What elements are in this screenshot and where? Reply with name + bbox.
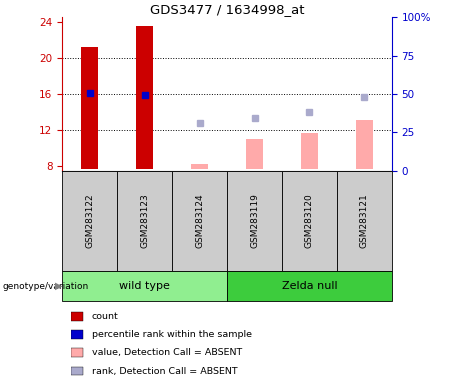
Bar	[282, 171, 337, 271]
Text: GSM283119: GSM283119	[250, 194, 259, 248]
Text: ▶: ▶	[55, 281, 63, 291]
Bar	[227, 171, 282, 271]
Bar	[62, 271, 227, 301]
Text: GSM283124: GSM283124	[195, 194, 204, 248]
Text: rank, Detection Call = ABSENT: rank, Detection Call = ABSENT	[92, 367, 237, 376]
Text: wild type: wild type	[119, 281, 170, 291]
Text: Zelda null: Zelda null	[282, 281, 337, 291]
Text: value, Detection Call = ABSENT: value, Detection Call = ABSENT	[92, 348, 242, 357]
Bar	[136, 26, 153, 169]
Text: GSM283121: GSM283121	[360, 194, 369, 248]
Bar	[356, 120, 372, 169]
Bar	[172, 171, 227, 271]
Text: count: count	[92, 312, 118, 321]
Bar	[82, 47, 98, 169]
Bar	[301, 133, 318, 169]
Bar	[71, 312, 83, 321]
Bar	[71, 367, 83, 376]
Bar	[246, 139, 263, 169]
Text: GSM283123: GSM283123	[140, 194, 149, 248]
Text: percentile rank within the sample: percentile rank within the sample	[92, 330, 252, 339]
Text: GSM283120: GSM283120	[305, 194, 314, 248]
Title: GDS3477 / 1634998_at: GDS3477 / 1634998_at	[150, 3, 304, 16]
Text: genotype/variation: genotype/variation	[2, 281, 89, 291]
Bar	[191, 164, 208, 169]
Bar	[71, 330, 83, 339]
Bar	[337, 171, 392, 271]
Text: GSM283122: GSM283122	[85, 194, 94, 248]
Bar	[227, 271, 392, 301]
Bar	[62, 171, 117, 271]
Bar	[117, 171, 172, 271]
Bar	[71, 348, 83, 357]
